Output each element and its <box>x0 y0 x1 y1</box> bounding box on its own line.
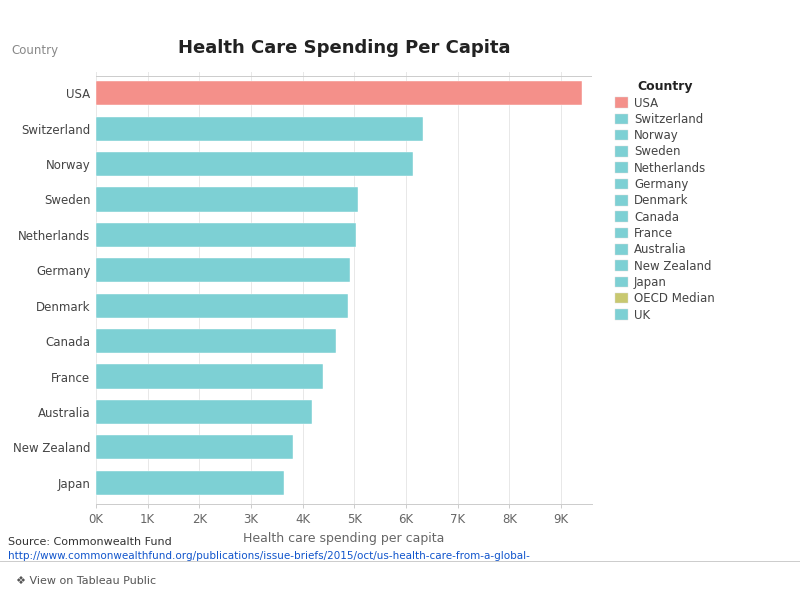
Bar <box>96 116 422 140</box>
Text: http://www.commonwealthfund.org/publications/issue-briefs/2015/oct/us-health-car: http://www.commonwealthfund.org/publicat… <box>8 551 530 561</box>
Bar <box>96 471 284 495</box>
Bar <box>96 329 336 353</box>
X-axis label: Health care spending per capita: Health care spending per capita <box>243 532 445 545</box>
Bar <box>96 152 414 176</box>
Text: Country: Country <box>12 44 59 57</box>
Bar <box>96 187 358 212</box>
Bar <box>96 364 323 389</box>
Bar <box>96 436 294 460</box>
Text: ❖ View on Tableau Public: ❖ View on Tableau Public <box>16 575 156 586</box>
Bar <box>96 400 312 424</box>
Text: Source: Commonwealth Fund: Source: Commonwealth Fund <box>8 537 172 547</box>
Bar <box>96 258 350 283</box>
Title: Health Care Spending Per Capita: Health Care Spending Per Capita <box>178 38 510 56</box>
Legend: USA, Switzerland, Norway, Sweden, Netherlands, Germany, Denmark, Canada, France,: USA, Switzerland, Norway, Sweden, Nether… <box>613 78 717 324</box>
Bar <box>96 223 357 247</box>
Bar <box>96 81 582 105</box>
Bar <box>96 293 348 318</box>
